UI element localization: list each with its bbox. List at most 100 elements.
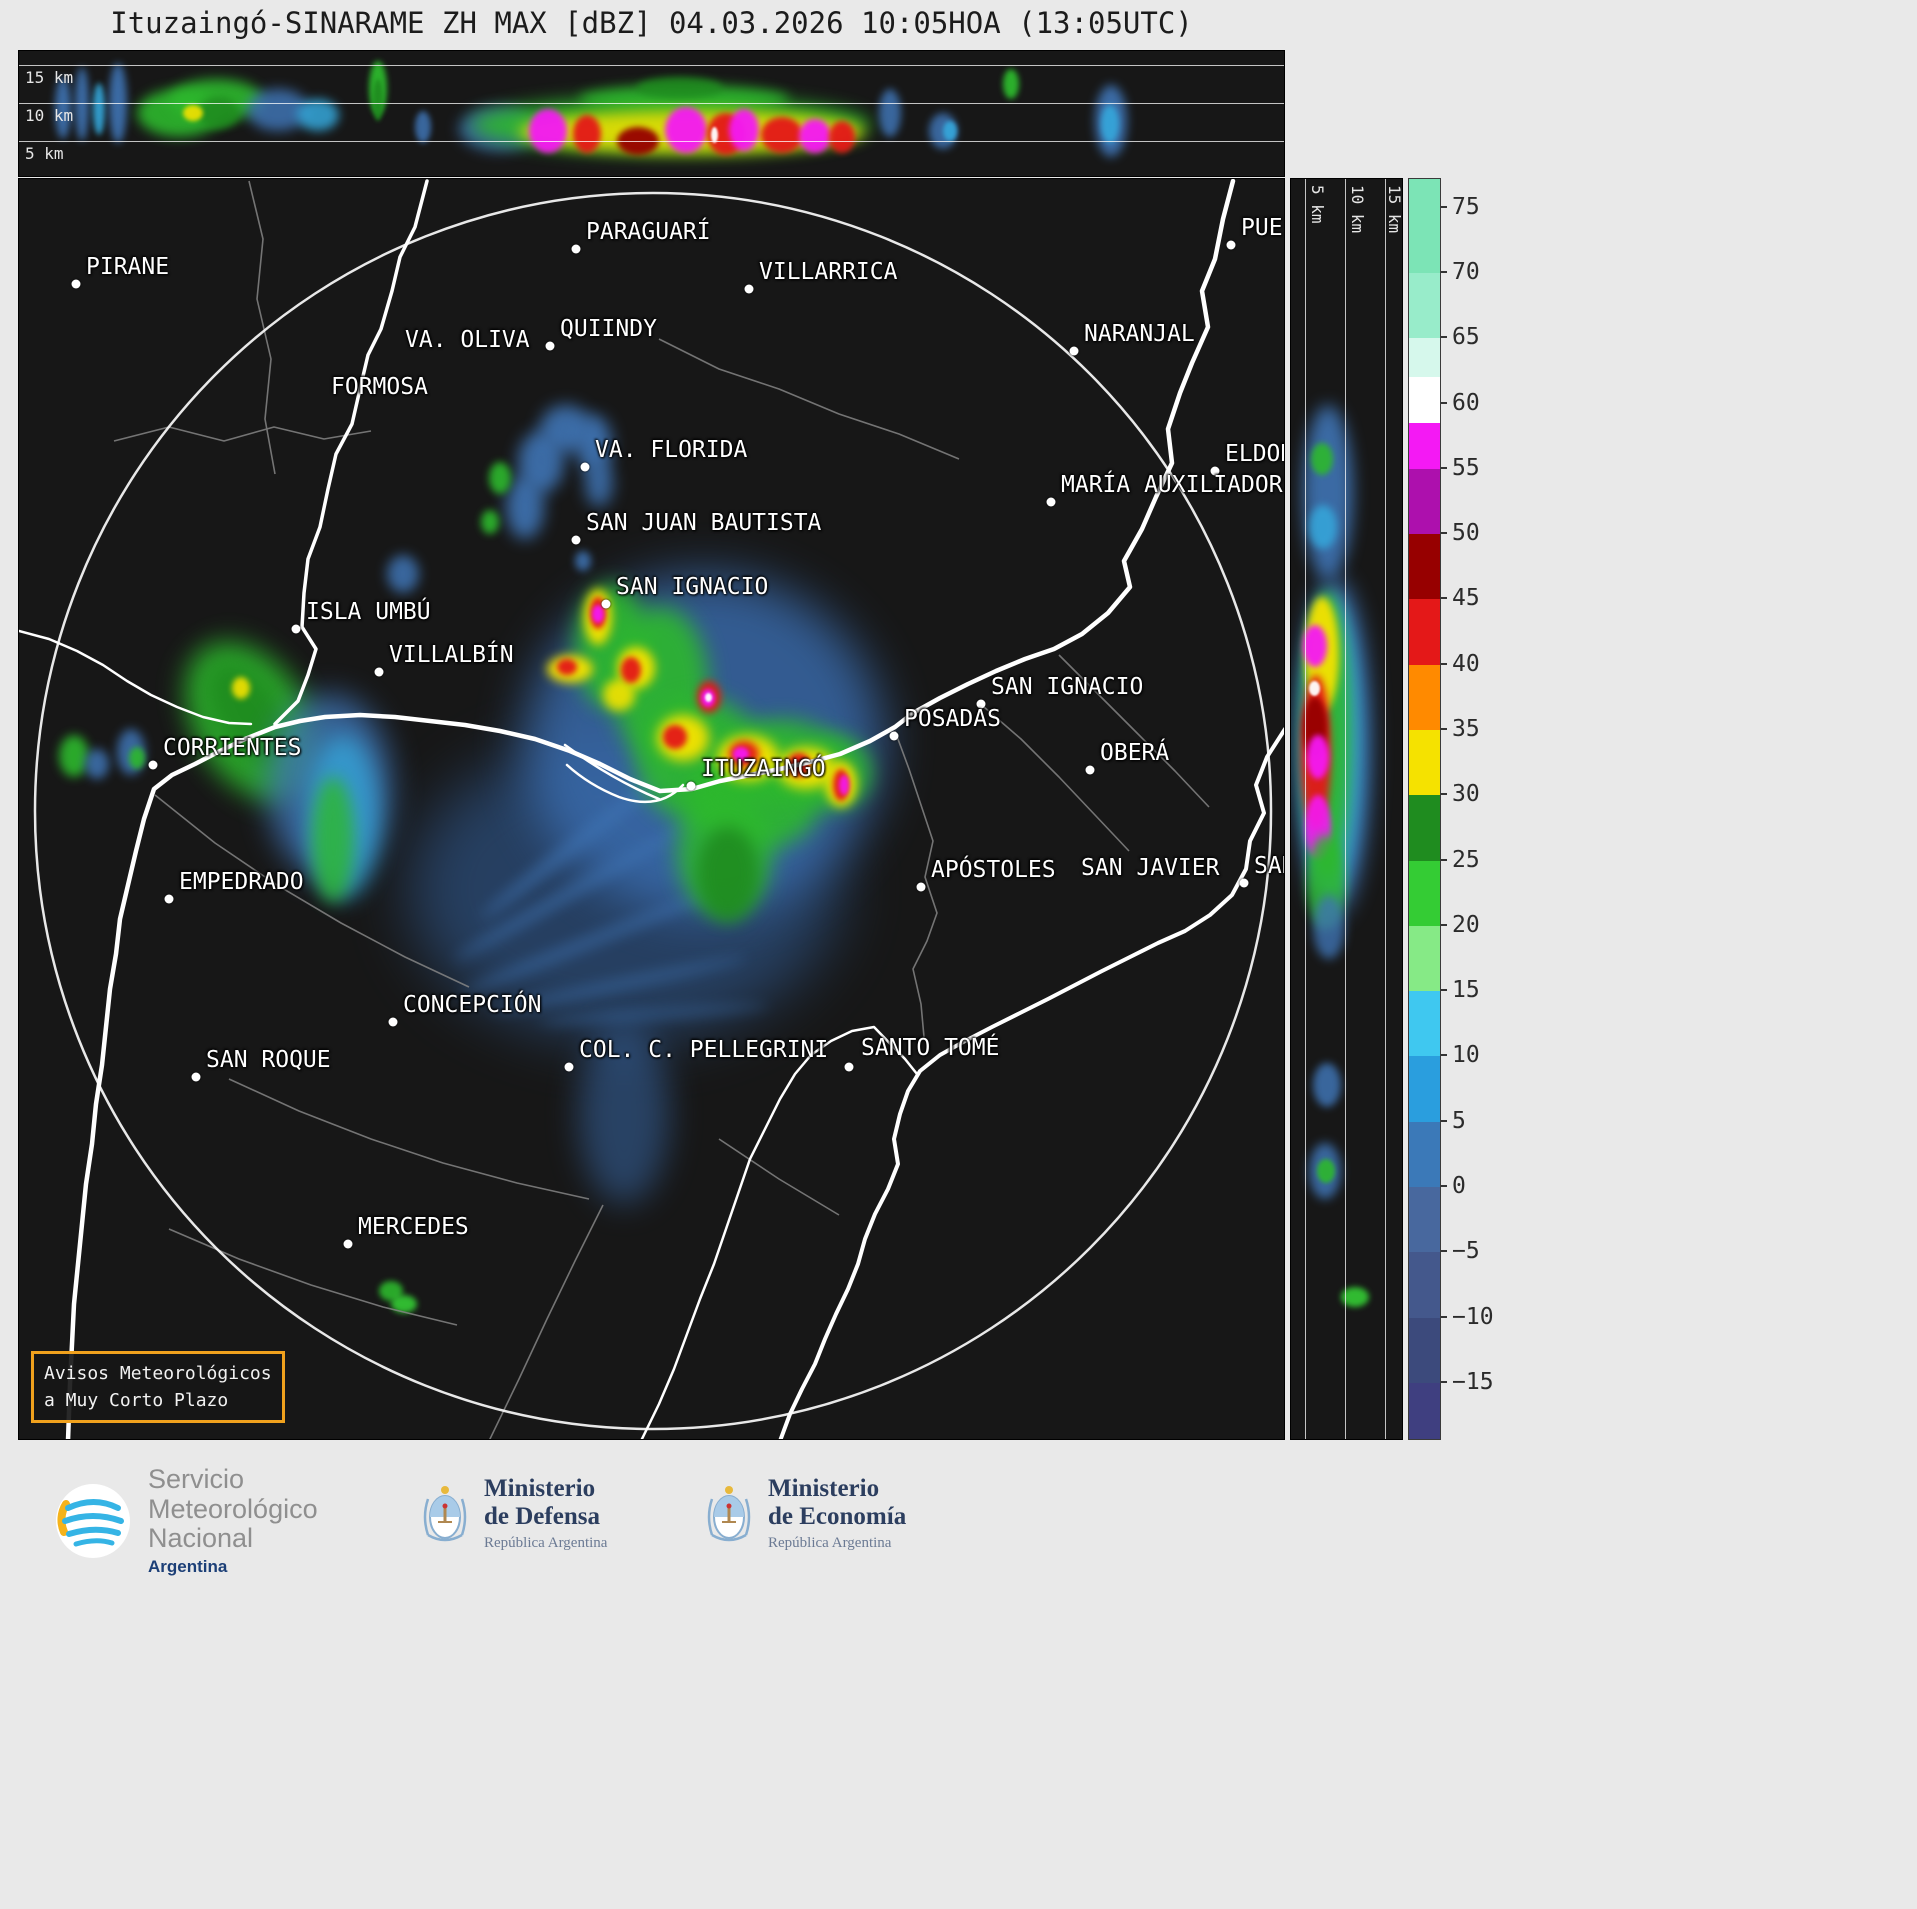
- radar-echo: [1313, 895, 1345, 959]
- altitude-label-15km-v: 15 km: [1385, 185, 1403, 234]
- colorbar-segment: [1409, 1121, 1440, 1188]
- colorbar-tick-label: 75: [1452, 193, 1480, 220]
- city-dot: [976, 699, 986, 709]
- smn-text-argentina: Argentina: [148, 1557, 228, 1577]
- colorbar-tick: 15: [1441, 977, 1480, 1003]
- colorbar-tick-mark: [1441, 923, 1447, 926]
- colorbar-tick-mark: [1441, 336, 1447, 339]
- city-label: SAN JUAN BAUTISTA: [586, 510, 822, 536]
- cross-section-top-panel: 15 km 10 km 5 km: [18, 50, 1285, 177]
- altitude-line-5km: [19, 141, 1284, 142]
- colorbar-tick: 0: [1441, 1173, 1466, 1199]
- colorbar-tick-mark: [1441, 1185, 1447, 1187]
- colorbar-segment: [1409, 730, 1440, 797]
- page-title: Ituzaingó-SINARAME ZH MAX [dBZ] 04.03.20…: [110, 6, 1193, 40]
- defensa-subtitle: República Argentina: [484, 1535, 608, 1551]
- colorbar-tick: 5: [1441, 1108, 1466, 1134]
- radar-echo: [697, 827, 759, 922]
- radar-echo: [1303, 625, 1327, 667]
- economia-name-line2: de Economía: [768, 1503, 907, 1530]
- city-label: COL. C. PELLEGRINI: [579, 1037, 829, 1063]
- colorbar-tick-mark: [1441, 1380, 1447, 1383]
- city-label: CONCEPCIÓN: [403, 992, 542, 1018]
- radar-echo: [1307, 735, 1329, 779]
- city-dot: [571, 535, 581, 545]
- altitude-line-15km-v: [1385, 179, 1386, 1439]
- city-label: PIRANE: [86, 254, 170, 280]
- radar-echo: [93, 83, 105, 135]
- colorbar-tick: −10: [1441, 1304, 1494, 1330]
- colorbar-tick: 30: [1441, 781, 1480, 807]
- colorbar-tick: 70: [1441, 259, 1480, 285]
- colorbar-segment: [1409, 1317, 1440, 1384]
- city-dot: [889, 731, 899, 741]
- city-label: POSADAS: [904, 706, 1001, 732]
- echo-layer-top: [19, 51, 1284, 176]
- radar-echo: [637, 77, 722, 99]
- radar-echo: [761, 117, 803, 153]
- rivers: [19, 179, 1284, 1439]
- radar-echo: [665, 107, 707, 153]
- colorbar-tick-mark: [1441, 401, 1447, 404]
- city-label: EMPEDRADO: [179, 869, 304, 895]
- smn-logo-icon: [56, 1484, 130, 1559]
- colorbar-tick: 25: [1441, 847, 1480, 873]
- city-label: VILLALBÍN: [389, 642, 514, 668]
- radar-echo: [489, 462, 511, 494]
- colorbar-tick-label: 60: [1452, 389, 1480, 416]
- altitude-label-10km-v: 10 km: [1348, 185, 1367, 234]
- city-dot: [545, 341, 555, 351]
- city-dot: [343, 1239, 353, 1249]
- radar-echo: [297, 99, 339, 131]
- radar-echo: [55, 77, 71, 139]
- radar-echo: [75, 67, 89, 141]
- radar-echo: [1317, 1159, 1335, 1183]
- radar-echo: [197, 97, 239, 129]
- city-dot: [580, 462, 590, 472]
- basemap-overlay: [19, 179, 1284, 1439]
- city-dot: [686, 781, 696, 791]
- colorbar-segment: [1409, 377, 1440, 424]
- radar-echo: [829, 121, 855, 153]
- altitude-line-10km: [19, 103, 1284, 104]
- city-dot: [1210, 466, 1220, 476]
- radar-echo: [373, 79, 383, 121]
- city-layer: PIRANE PARAGUARÍ VILLARRICA QUIINDY VA. OLIV…: [19, 179, 1284, 1439]
- radar-echo: [839, 775, 849, 795]
- city-label: ISLA UMBÚ: [306, 599, 431, 625]
- river-paraguay: [273, 179, 429, 726]
- radar-echo: [621, 657, 641, 683]
- colorbar-tick: 45: [1441, 585, 1480, 611]
- city-dot: [374, 667, 384, 677]
- radar-echo: [557, 659, 577, 675]
- radar-echo: [705, 693, 712, 702]
- colorbar-tick: −5: [1441, 1238, 1480, 1264]
- radar-echo: [1003, 69, 1019, 99]
- city-label: VA. OLIVA: [405, 327, 530, 353]
- radar-echo: [85, 749, 109, 779]
- colorbar-segment: [1409, 1187, 1440, 1254]
- cross-section-right-panel: 5 km 10 km 15 km: [1290, 178, 1403, 1440]
- radar-map-panel: PIRANE PARAGUARÍ VILLARRICA QUIINDY VA. OLIV…: [18, 178, 1285, 1440]
- radar-echo: [312, 777, 354, 902]
- colorbar-segment: [1409, 1056, 1440, 1123]
- coat-of-arms-icon: [707, 1485, 751, 1541]
- city-dot: [571, 244, 581, 254]
- radar-echo: [1341, 1287, 1369, 1307]
- colorbar-tick-label: 45: [1452, 585, 1480, 612]
- city-label: MERCEDES: [358, 1214, 469, 1240]
- river-bermejo: [19, 629, 253, 726]
- altitude-label-5km: 5 km: [25, 144, 64, 163]
- city-dot: [388, 1017, 398, 1027]
- colorbar-tick-label: 30: [1452, 781, 1480, 808]
- radar-echo: [1311, 443, 1333, 475]
- city-label: VA. FLORIDA: [595, 437, 748, 463]
- colorbar-segment: [1409, 273, 1440, 340]
- colorbar-segment: [1409, 795, 1440, 862]
- city-label: SAN IGNACIO: [616, 574, 769, 600]
- colorbar-tick-label: 25: [1452, 846, 1480, 873]
- smn-text-line3: Nacional: [148, 1523, 254, 1554]
- colorbar-tick-mark: [1441, 597, 1447, 600]
- colorbar-tick: −15: [1441, 1369, 1494, 1395]
- radar-echo: [59, 735, 89, 777]
